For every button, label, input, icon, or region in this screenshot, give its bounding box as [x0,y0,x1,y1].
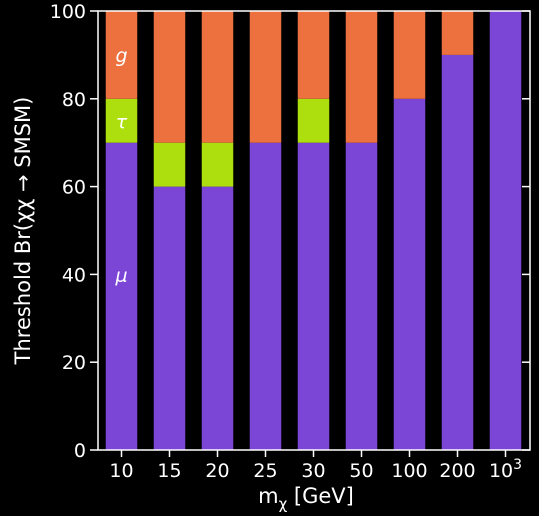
bar-segment-2-5 [297,98,330,143]
bar-segment-1-9 [489,11,522,450]
y-tick-label: 100 [50,1,86,23]
x-axis-title: mχ [GeV] [258,484,354,513]
y-tick-label: 20 [62,352,86,374]
x-tick-label: 10 [109,460,133,482]
bar-segment-3-5 [297,11,330,99]
x-tick-label: 50 [349,460,373,482]
bar-segment-1-1 [105,142,138,450]
x-tick-label: 103 [489,457,522,482]
x-axis-title-subscript: χ [279,495,288,513]
y-tick-label: 60 [62,177,86,199]
y-axis-title: Threshold Br(χχ → SMSM) [11,97,35,366]
bar-segment-1-7 [393,98,426,451]
bar-segment-1-5 [297,142,330,450]
bar-segment-3-4 [249,11,282,143]
bar-segment-2-2 [153,142,186,187]
bar-segment-3-6 [345,11,378,143]
series-label-3: g [115,45,127,67]
bar-segment-3-7 [393,11,426,99]
y-tick-label: 40 [62,264,86,286]
bar-segment-2-1 [105,98,138,143]
bar-segment-1-3 [201,186,234,450]
bar-segment-3-8 [441,11,474,55]
bar-segment-3-1 [105,11,138,99]
bar-segment-1-4 [249,142,282,450]
bar-segment-1-2 [153,186,186,450]
x-axis-title-var: m [258,484,278,508]
bar-segment-1-6 [345,142,378,450]
series-labels: μ τ g [114,45,128,286]
x-tick-label: 100 [391,460,427,482]
bar-segment-2-3 [201,142,234,187]
y-tick-label: 0 [74,440,86,462]
series-label-1: μ [114,264,127,286]
x-axis: 10 15 20 25 30 50 100 200 103 [109,450,522,482]
x-axis-title-unit: [GeV] [287,484,354,508]
y-tick-label: 80 [62,89,86,111]
bar-group [105,11,522,451]
x-tick-label: 25 [253,460,277,482]
bar-segment-3-2 [153,11,186,143]
x-tick-label: 200 [439,460,475,482]
x-tick-label: 30 [301,460,325,482]
x-tick-label: 20 [205,460,229,482]
x-tick-label: 15 [157,460,181,482]
bar-segment-1-8 [441,54,474,451]
y-axis: 0 20 40 60 80 100 [50,1,530,462]
series-label-2: τ [116,111,128,133]
bar-segment-3-3 [201,11,234,143]
